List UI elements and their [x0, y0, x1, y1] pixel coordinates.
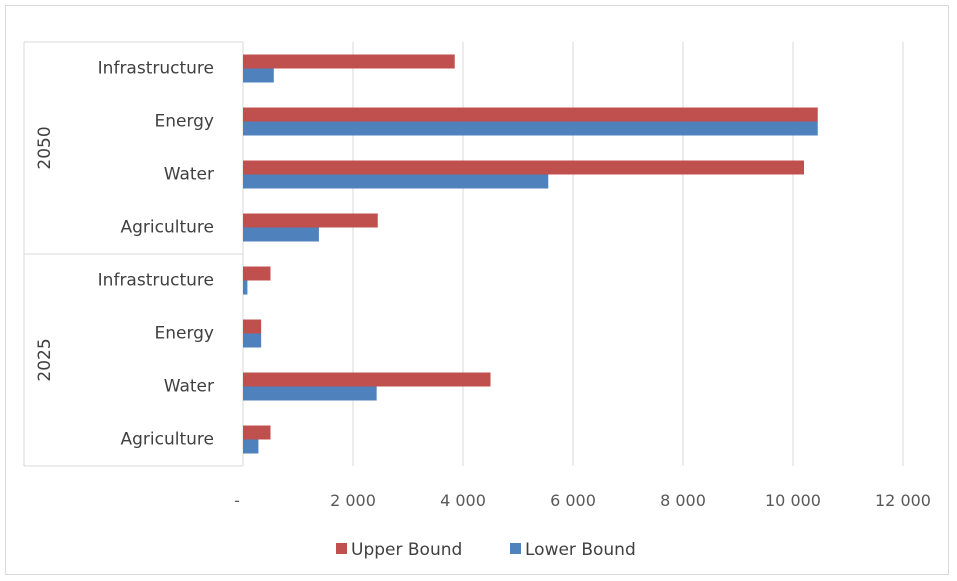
x-tick-label: 6 000: [550, 491, 596, 510]
bar-upper-bound: [243, 107, 818, 122]
bar-lower-bound: [243, 280, 248, 295]
x-tick-label: 8 000: [660, 491, 706, 510]
category-label: Energy: [154, 324, 214, 344]
bar-lower-bound: [243, 121, 818, 136]
bar-upper-bound: [243, 266, 271, 281]
bar-upper-bound: [243, 213, 378, 228]
category-axis: 2050 2025 Infrastructure Energy Water Agricul…: [23, 41, 244, 467]
bars: [243, 54, 818, 454]
category-label: Energy: [154, 112, 214, 132]
bar-lower-bound: [243, 68, 274, 83]
legend-label: Upper Bound: [351, 540, 462, 560]
x-tick-labels: - 2 000 4 000 6 000 8 000 10 000 12 000: [234, 491, 931, 510]
x-tick-label: 12 000: [875, 491, 931, 510]
category-label: Infrastructure: [98, 271, 214, 291]
legend-label: Lower Bound: [525, 540, 636, 560]
legend-swatch: [510, 543, 521, 554]
legend: Upper Bound Lower Bound: [336, 540, 636, 560]
bar-upper-bound: [243, 54, 455, 69]
bar-lower-bound: [243, 386, 377, 401]
x-tick-label: -: [234, 491, 240, 510]
group-label: 2050: [35, 126, 55, 169]
category-label: Water: [164, 165, 214, 185]
bar-lower-bound: [243, 227, 319, 242]
chart-frame: [5, 5, 949, 575]
category-label: Infrastructure: [98, 59, 214, 79]
bar-upper-bound: [243, 425, 271, 440]
x-tick-label: 10 000: [765, 491, 821, 510]
bar-lower-bound: [243, 333, 262, 348]
group-label: 2025: [35, 338, 55, 381]
category-label: Water: [164, 377, 214, 397]
bar-lower-bound: [243, 439, 259, 454]
category-label: Agriculture: [121, 218, 215, 238]
legend-swatch: [336, 543, 347, 554]
bar-upper-bound: [243, 319, 262, 334]
bar-upper-bound: [243, 160, 804, 175]
bar-lower-bound: [243, 174, 549, 189]
bar-upper-bound: [243, 372, 491, 387]
x-tick-label: 4 000: [440, 491, 486, 510]
category-label: Agriculture: [121, 430, 215, 450]
grid-lines: [352, 42, 904, 466]
x-tick-label: 2 000: [330, 491, 376, 510]
